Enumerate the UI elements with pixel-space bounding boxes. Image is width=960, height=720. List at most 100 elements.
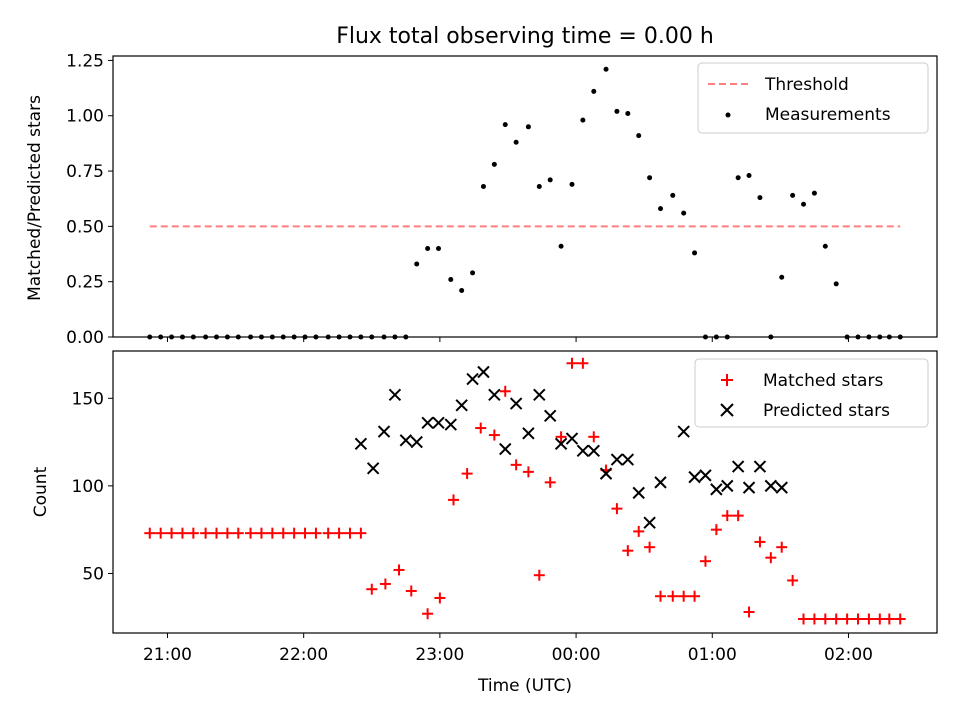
top-axes-frame	[112, 55, 938, 338]
matched-star-point	[245, 527, 257, 539]
predicted-star-point	[522, 427, 535, 440]
measurement-point	[436, 245, 442, 251]
predicted-star-point	[388, 388, 402, 401]
matched-star-point	[883, 613, 895, 625]
predicted-star-point	[533, 388, 546, 401]
predicted-star-point	[599, 467, 613, 480]
matched-star-point	[588, 431, 600, 443]
matched-star-point	[475, 422, 487, 434]
predicted-star-point	[731, 460, 745, 473]
measurement-point	[536, 184, 542, 190]
predicted-legend-label: Predicted stars	[763, 401, 890, 421]
measurement-point	[425, 245, 431, 251]
predicted-star-point	[775, 481, 788, 494]
matched-star-point	[211, 527, 223, 539]
matched-star-point	[765, 552, 777, 564]
matched-star-point	[187, 527, 199, 539]
matched-star-point	[333, 527, 345, 539]
measurement-point	[801, 201, 807, 207]
measurement-point	[480, 184, 486, 190]
top-legend: Threshold Measurements	[697, 62, 929, 134]
matched-star-point	[166, 527, 178, 539]
matched-star-point	[488, 429, 500, 441]
matched-star-point	[461, 468, 473, 480]
matched-star-point	[808, 613, 820, 625]
predicted-star-point	[432, 416, 445, 430]
measurement-point	[658, 206, 664, 212]
matched-star-point	[366, 583, 378, 595]
measurement-point	[414, 261, 420, 267]
predicted-star-point	[444, 418, 457, 431]
matched-star-point	[787, 574, 799, 586]
predicted-star-point	[610, 453, 624, 466]
measurement-point	[502, 122, 508, 128]
predicted-star-point	[721, 479, 734, 493]
measurement-point	[580, 117, 586, 123]
matched-star-point	[155, 527, 167, 539]
matched-star-point	[266, 527, 278, 539]
matched-star-point	[874, 613, 886, 625]
predicted-star-point	[621, 453, 635, 466]
measurement-point	[569, 181, 575, 187]
matched-star-point	[721, 510, 733, 522]
predicted-star-point	[410, 435, 423, 449]
matched-star-point	[310, 527, 322, 539]
matched-legend-label: Matched stars	[763, 371, 883, 391]
predicted-star-point	[654, 476, 667, 489]
bottom-xtick-label: 01:00	[688, 645, 737, 665]
matched-legend-marker	[721, 374, 733, 386]
matched-star-point	[667, 590, 679, 602]
predicted-star-point	[554, 437, 568, 451]
matched-star-point	[422, 608, 434, 620]
predicted-star-point	[399, 434, 413, 447]
matched-star-point	[379, 578, 391, 590]
measurement-point	[670, 192, 676, 198]
matched-star-point	[299, 527, 311, 539]
measurement-point	[547, 177, 553, 183]
bottom-axes-frame	[112, 350, 938, 634]
measurements-legend-label: Measurements	[765, 105, 891, 125]
matched-star-point	[544, 476, 556, 488]
matched-star-point	[277, 527, 289, 539]
predicted-star-point	[753, 460, 767, 473]
matched-star-point	[644, 541, 656, 553]
matched-star-point	[232, 527, 244, 539]
matched-star-point	[393, 564, 405, 576]
measurement-point	[822, 243, 828, 249]
predicted-star-point	[565, 432, 579, 445]
matched-star-point	[255, 527, 267, 539]
measurement-point	[681, 210, 687, 216]
matched-star-point	[434, 592, 446, 604]
matched-star-point	[322, 527, 334, 539]
bottom-xtick-label: 00:00	[552, 645, 601, 665]
measurement-point	[833, 281, 839, 287]
matched-star-point	[798, 613, 810, 625]
matched-star-point	[894, 613, 906, 625]
matched-star-point	[852, 613, 864, 625]
matched-star-point	[710, 524, 722, 536]
predicted-star-point	[509, 397, 523, 410]
predicted-star-point	[466, 372, 479, 386]
matched-star-point	[200, 527, 212, 539]
measurement-point	[735, 175, 741, 181]
predicted-star-point	[710, 483, 723, 496]
matched-star-point	[355, 527, 367, 539]
matched-star-point	[144, 527, 156, 539]
measurement-point	[636, 133, 642, 139]
matched-star-point	[344, 527, 356, 539]
predicted-star-point	[742, 481, 756, 494]
matched-star-point	[522, 466, 534, 478]
predicted-star-point	[354, 437, 368, 451]
predicted-star-point	[699, 469, 712, 482]
matched-star-point	[555, 431, 567, 443]
measurements-legend-marker	[725, 112, 731, 118]
measurement-point	[647, 175, 653, 181]
predicted-star-point	[688, 470, 701, 484]
matched-star-point	[611, 503, 623, 515]
top-ytick-label: 0.25	[66, 273, 104, 293]
measurement-point	[625, 111, 631, 117]
top-ytick-label: 1.25	[66, 51, 104, 71]
measurement-point	[459, 288, 465, 294]
measurement-point	[790, 192, 796, 198]
bottom-xtick-label: 22:00	[279, 645, 328, 665]
